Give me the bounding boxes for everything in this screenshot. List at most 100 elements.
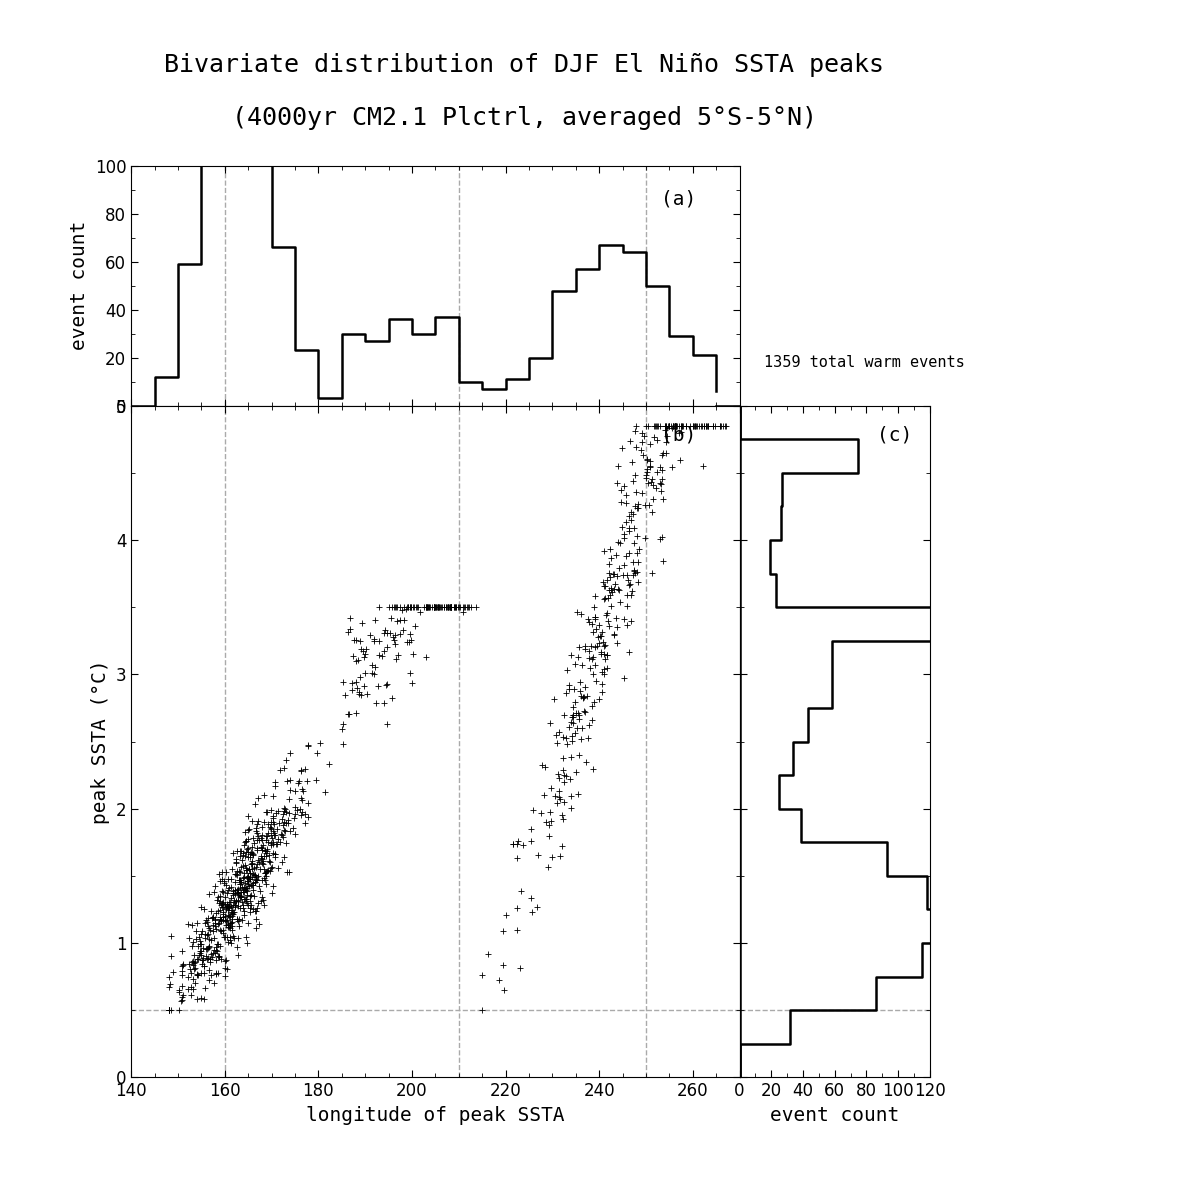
Point [238, 867, 257, 886]
Point [347, 651, 366, 670]
Point [240, 845, 259, 864]
Point [558, 661, 577, 680]
Point [647, 417, 666, 436]
Point [386, 650, 405, 669]
Point [252, 847, 271, 866]
Point [508, 899, 527, 918]
Point [563, 714, 582, 733]
Point [261, 834, 280, 852]
Point [248, 855, 267, 874]
Point [565, 723, 584, 742]
Point [386, 598, 405, 617]
Point [347, 703, 366, 722]
Point [257, 839, 277, 858]
Point [699, 417, 718, 436]
Point [561, 787, 581, 806]
Point [237, 843, 256, 862]
Point [550, 781, 569, 800]
Point [614, 555, 633, 574]
Point [623, 453, 642, 472]
Point [695, 417, 714, 436]
Point [559, 680, 578, 699]
Point [235, 882, 254, 901]
Point [588, 628, 607, 646]
Point [280, 744, 299, 762]
Point [193, 951, 212, 970]
Point [259, 861, 278, 880]
Point [237, 893, 256, 912]
Point [349, 684, 368, 703]
Point [217, 896, 236, 915]
Point [261, 852, 280, 871]
Point [215, 967, 234, 986]
Point [495, 980, 514, 999]
Point [234, 845, 253, 864]
Point [383, 689, 402, 708]
Point [426, 598, 445, 617]
Point [514, 836, 533, 855]
Point [334, 673, 353, 691]
Point [228, 883, 247, 902]
Point [235, 889, 254, 908]
Point [222, 902, 241, 921]
Point [573, 689, 592, 708]
Point [207, 951, 226, 970]
Point [261, 836, 280, 855]
Point [378, 714, 397, 733]
Point [236, 831, 255, 850]
Point [229, 883, 248, 902]
Point [266, 825, 285, 844]
Point [561, 798, 581, 817]
Point [238, 861, 257, 880]
Point [696, 417, 715, 436]
Point [262, 828, 281, 847]
Point [194, 957, 213, 976]
Point [435, 598, 454, 617]
Point [575, 702, 594, 721]
Point [684, 417, 703, 436]
Point [666, 417, 685, 436]
Point [370, 598, 389, 617]
Point [269, 813, 288, 832]
Point [225, 881, 244, 900]
Point [647, 431, 666, 450]
Point [265, 773, 284, 792]
Point [222, 896, 241, 915]
Point [553, 837, 572, 856]
Point [563, 697, 582, 716]
Point [231, 874, 250, 893]
Point [660, 417, 679, 436]
Point [694, 456, 713, 475]
Point [415, 598, 434, 617]
Point [232, 910, 252, 929]
Point [263, 844, 283, 863]
Point [230, 916, 249, 935]
Point [647, 462, 666, 481]
Point [221, 908, 240, 927]
Point [588, 637, 607, 656]
Point [625, 560, 644, 579]
Point [454, 598, 473, 617]
Point [361, 625, 380, 644]
Point [209, 964, 228, 983]
Point [247, 857, 266, 876]
Point [247, 901, 266, 920]
Point [253, 841, 272, 860]
Point [473, 966, 492, 985]
Point [236, 879, 255, 897]
Point [420, 598, 439, 617]
Point [161, 927, 180, 946]
Point [386, 598, 405, 617]
Point [298, 793, 317, 812]
Point [205, 876, 224, 895]
Point [503, 835, 522, 854]
Point [366, 610, 385, 629]
Point [654, 489, 673, 508]
Point [194, 948, 213, 967]
Point [508, 921, 527, 940]
Point [614, 525, 633, 543]
Point [219, 901, 238, 920]
Point [159, 1000, 178, 1019]
Point [199, 970, 218, 989]
Point [285, 825, 304, 844]
